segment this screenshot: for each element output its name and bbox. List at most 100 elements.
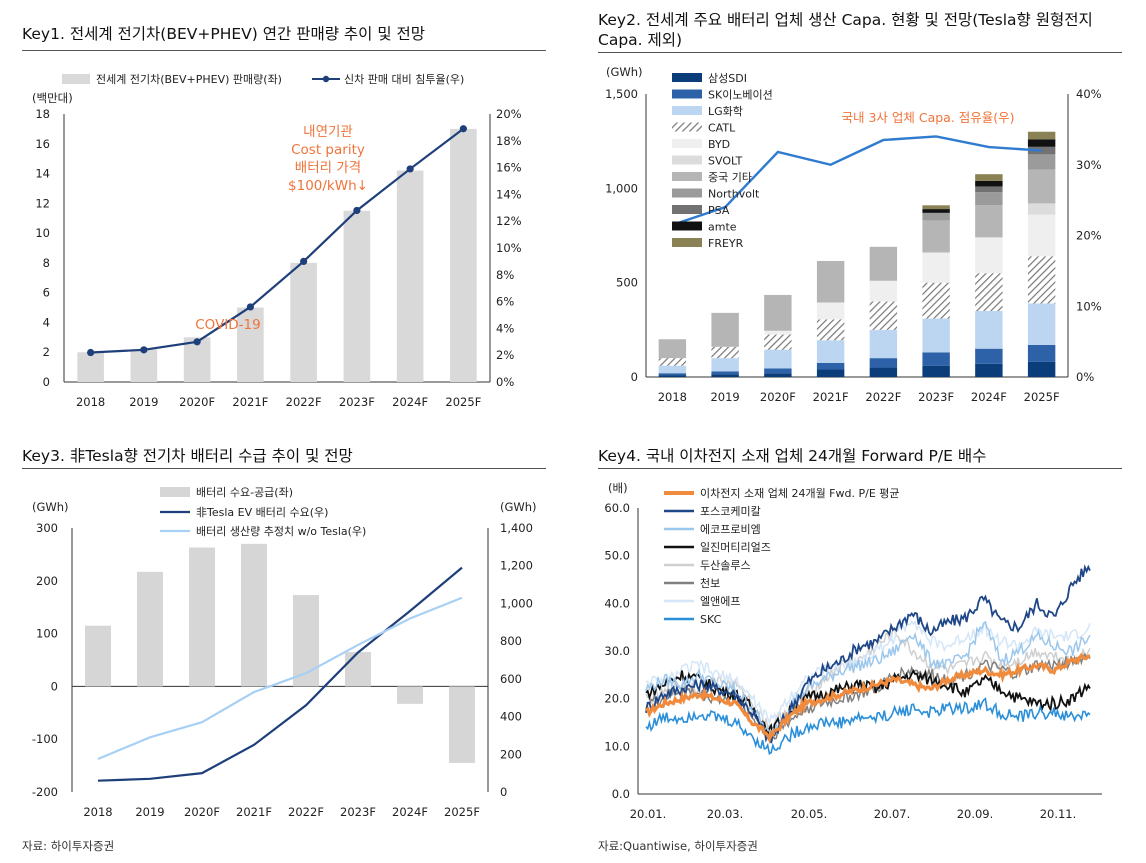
key1-xtick: 2018 <box>76 395 105 409</box>
key2-legend-swatch <box>672 172 702 181</box>
key2-bar-segment <box>975 174 1003 181</box>
key1-ytick-left: 16 <box>35 137 50 151</box>
key2-legend-swatch <box>672 139 702 148</box>
key4-ytick: 0.0 <box>612 787 630 801</box>
key2-legend-label: BYD <box>708 138 730 151</box>
key2-ytick-right: 30% <box>1076 158 1102 172</box>
key1-xtick: 2024F <box>392 395 428 409</box>
key3-ytick-right: 1,000 <box>500 596 533 610</box>
key2-xtick: 2025F <box>1024 390 1060 404</box>
key4-title-rule <box>598 468 1122 469</box>
key3-ytick-right: 0 <box>500 785 507 799</box>
source-left: 자료: 하이투자증권 <box>22 839 115 853</box>
key4-legend-label: 엘앤에프 <box>700 595 740 608</box>
key1-panel: Key1. 전세계 전기차(BEV+PHEV) 연간 판매량 추이 및 전망 0… <box>22 24 550 414</box>
key4-xtick: 20.07. <box>874 807 911 821</box>
key1-ylabel: (백만대) <box>32 91 73 105</box>
key1-covid-note: COVID-19 <box>195 317 260 333</box>
key2-xtick: 2024F <box>971 390 1007 404</box>
key2-ytick-left: 1,000 <box>605 181 638 195</box>
key4-chart: 0.0 10.0 20.0 30.0 40.0 50.0 60.0 (배) 20.01. 20.0… <box>604 481 1102 821</box>
key2-xtick: 2018 <box>658 390 687 404</box>
key4-legend-label: 에코프로비엠 <box>700 523 761 536</box>
key4-series-line <box>645 564 1091 744</box>
key2-bar-segment <box>711 358 739 372</box>
key3-bar <box>293 595 319 687</box>
key2-legend-label: PSA <box>708 204 730 217</box>
key1-ytick-right: 14% <box>496 187 522 201</box>
key3-bar <box>189 547 215 687</box>
key2-bar-segment <box>975 237 1003 274</box>
key2-ytick-right: 40% <box>1076 87 1102 101</box>
key4-xtick: 20.05. <box>791 807 828 821</box>
key1-xtick: 2019 <box>129 395 158 409</box>
key1-ytick-left: 10 <box>35 226 50 240</box>
key2-bar-segment <box>975 348 1003 364</box>
key1-ytick-right: 12% <box>496 214 522 228</box>
key1-ytick-right: 4% <box>496 321 514 335</box>
key1-ytick-right: 20% <box>496 107 522 121</box>
key2-bar-segment <box>922 318 950 353</box>
key4-xtick: 20.09. <box>957 807 994 821</box>
key4-legend-label: 포스코케미칼 <box>700 505 761 518</box>
key2-bar-segment <box>816 362 845 370</box>
key2-bar-segment <box>922 352 950 366</box>
key3-ytick-right: 800 <box>500 634 522 648</box>
key3-xtick: 2023F <box>340 805 376 819</box>
key2-ytick-right: 0% <box>1076 370 1094 384</box>
key2-ytick-left: 500 <box>616 276 638 290</box>
key3-ylabel-right: (GWh) <box>500 500 537 514</box>
key2-legend-swatch <box>672 221 702 231</box>
key1-legend-bar-swatch <box>62 74 90 84</box>
key1-line-point <box>140 346 148 354</box>
key2-xtick: 2019 <box>710 390 739 404</box>
key3-panel: Key3. 非Tesla향 전기차 배터리 수급 추이 및 전망 -200 -10… <box>22 446 550 836</box>
key1-title-rule <box>22 50 546 51</box>
key1-ytick-right: 10% <box>496 241 522 255</box>
key2-legend-label: SVOLT <box>708 155 743 168</box>
key1-ytick-right: 8% <box>496 268 514 282</box>
key3-ytick-left: -100 <box>32 732 58 746</box>
key3-ytick-left: 100 <box>36 627 58 641</box>
key4-xtick: 20.03. <box>707 807 744 821</box>
key4-series-line <box>645 652 1091 744</box>
key2-bar-segment <box>975 192 1003 206</box>
key2-legend-swatch <box>672 106 702 115</box>
key1-line-point <box>193 338 201 346</box>
key1-ytick-left: 8 <box>43 256 50 270</box>
key1-ytick-left: 2 <box>43 345 50 359</box>
key2-bar-segment <box>922 365 950 377</box>
key4-ytick: 60.0 <box>604 501 630 515</box>
key2-bar-segment <box>1027 344 1056 362</box>
key1-line-point <box>459 125 467 133</box>
key2-legend-label: SK이노베이션 <box>708 89 773 102</box>
key2-chart: 0 500 1,000 1,500 0% 10% 20% 30% 40% (GWh) 2018 201… <box>605 65 1102 404</box>
key2-ytick-left: 1,500 <box>605 87 638 101</box>
key2-ytick-left: 0 <box>631 370 638 384</box>
key1-ytick-left: 6 <box>43 286 50 300</box>
key3-xtick: 2019 <box>135 805 164 819</box>
key2-bar-segment <box>764 294 792 331</box>
key2-bar-segment <box>922 220 950 253</box>
key2-bar-segment <box>869 301 898 330</box>
key2-bar-segment <box>658 358 687 366</box>
key2-bar-segment <box>975 273 1003 311</box>
key1-cost-parity-note: Cost parity <box>291 142 365 158</box>
key2-bar-segment <box>711 312 739 347</box>
key1-ytick-left: 14 <box>35 167 50 181</box>
key4-series-line <box>645 619 1091 727</box>
key3-bar <box>241 543 267 687</box>
key3-ytick-right: 600 <box>500 672 522 686</box>
key1-xtick: 2020F <box>179 395 215 409</box>
key2-legend-label: LG화학 <box>708 105 743 118</box>
key2-legend-label: CATL <box>708 122 736 135</box>
key3-ytick-left: -200 <box>32 785 58 799</box>
key4-series-line <box>645 697 1091 755</box>
key4-legend-label: 일진머티리얼즈 <box>700 540 771 554</box>
key2-title-line1: Key2. 전세계 주요 배터리 업체 생산 Capa. 현황 및 전망(Tes… <box>598 11 1093 29</box>
key4-ytick: 50.0 <box>604 549 630 563</box>
key2-bar-segment <box>764 334 792 350</box>
key2-bar-segment <box>975 186 1003 193</box>
key3-ytick-right: 1,400 <box>500 521 533 535</box>
key1-bar <box>290 262 317 382</box>
